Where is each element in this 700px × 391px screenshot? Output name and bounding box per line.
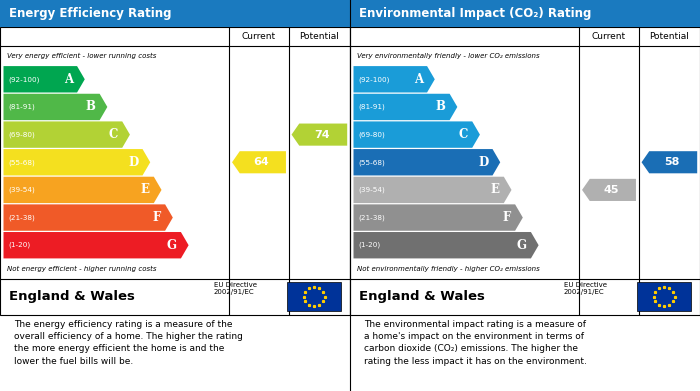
Text: E: E [141,183,150,196]
Text: Potential: Potential [650,32,690,41]
Bar [287,282,342,311]
Text: Not energy efficient - higher running costs: Not energy efficient - higher running co… [7,266,157,272]
Polygon shape [4,94,107,120]
Text: (55-68): (55-68) [8,159,36,165]
Text: C: C [108,128,118,141]
Text: England & Wales: England & Wales [358,290,484,303]
Text: Current: Current [242,32,276,41]
Text: Energy Efficiency Rating: Energy Efficiency Rating [8,7,172,20]
Text: (39-54): (39-54) [8,187,36,193]
Text: Potential: Potential [300,32,339,41]
Polygon shape [4,149,150,176]
Text: (92-100): (92-100) [358,76,390,83]
Polygon shape [354,177,512,203]
Polygon shape [354,121,480,148]
Polygon shape [4,204,173,231]
Polygon shape [232,151,286,173]
Text: (1-20): (1-20) [358,242,381,248]
Polygon shape [354,66,435,93]
Polygon shape [354,94,457,120]
Text: Very environmentally friendly - lower CO₂ emissions: Very environmentally friendly - lower CO… [357,53,540,59]
Bar [637,282,692,311]
Text: (92-100): (92-100) [8,76,40,83]
Text: Not environmentally friendly - higher CO₂ emissions: Not environmentally friendly - higher CO… [357,266,540,272]
Text: A: A [64,73,73,86]
Text: Environmental Impact (CO₂) Rating: Environmental Impact (CO₂) Rating [358,7,591,20]
Text: EU Directive
2002/91/EC: EU Directive 2002/91/EC [214,282,256,295]
Text: D: D [478,156,489,169]
Text: Very energy efficient - lower running costs: Very energy efficient - lower running co… [7,53,156,59]
Text: Current: Current [592,32,626,41]
Text: (1-20): (1-20) [8,242,31,248]
Polygon shape [4,177,162,203]
Polygon shape [4,66,85,93]
Text: 58: 58 [664,157,680,167]
Polygon shape [354,204,523,231]
Polygon shape [641,151,697,173]
Text: (81-91): (81-91) [8,104,36,110]
Text: F: F [153,211,161,224]
Polygon shape [354,149,500,176]
Polygon shape [4,232,188,258]
Text: G: G [517,239,526,252]
Text: (55-68): (55-68) [358,159,386,165]
Bar [0,0,350,27]
Text: England & Wales: England & Wales [8,290,134,303]
Polygon shape [582,179,636,201]
Polygon shape [292,124,347,146]
Text: 45: 45 [603,185,619,195]
Text: C: C [458,128,468,141]
Text: (21-38): (21-38) [358,214,386,221]
Text: (81-91): (81-91) [358,104,386,110]
Polygon shape [354,232,538,258]
Text: G: G [167,239,176,252]
Text: (21-38): (21-38) [8,214,36,221]
Text: D: D [128,156,139,169]
Text: 74: 74 [314,129,330,140]
Text: 64: 64 [253,157,270,167]
Text: A: A [414,73,423,86]
Text: (69-80): (69-80) [8,131,36,138]
Text: E: E [491,183,500,196]
Text: The environmental impact rating is a measure of
a home's impact on the environme: The environmental impact rating is a mea… [364,320,587,366]
Text: (39-54): (39-54) [358,187,386,193]
Text: The energy efficiency rating is a measure of the
overall efficiency of a home. T: The energy efficiency rating is a measur… [14,320,243,366]
Text: EU Directive
2002/91/EC: EU Directive 2002/91/EC [564,282,606,295]
Text: B: B [435,100,445,113]
Text: F: F [503,211,511,224]
Text: (69-80): (69-80) [358,131,386,138]
Text: B: B [85,100,95,113]
Bar [350,0,700,27]
Polygon shape [4,121,130,148]
